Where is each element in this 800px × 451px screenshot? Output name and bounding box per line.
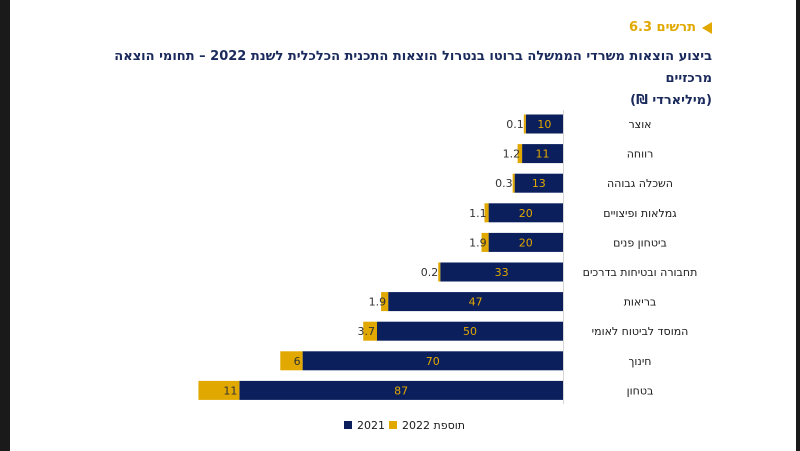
legend-label-2021: 2021: [357, 419, 385, 432]
value-label-2022-addition: 0.2: [421, 266, 439, 279]
category-label: חינוך: [629, 355, 652, 368]
chart-title-line1: ביצוע הוצאות משרדי הממשלה ברוטו בנטרול ה…: [114, 49, 712, 86]
value-label-2021: 10: [537, 118, 551, 131]
bar-2021: [239, 380, 564, 400]
value-label-2021: 20: [519, 236, 533, 249]
bar-2021: [302, 351, 563, 371]
bar-2021: [488, 203, 563, 223]
bar-2021: [522, 144, 563, 164]
bar-2022-addition: [280, 351, 303, 371]
chart-title-line2: (מיליארדי ₪): [630, 93, 712, 108]
category-label: גמלאות ופיצויים: [603, 207, 677, 220]
category-label: בריאות: [624, 296, 657, 309]
bar-2021: [525, 114, 563, 134]
value-label-2021: 13: [532, 177, 546, 190]
value-label-2021: 33: [495, 266, 509, 279]
value-label-2021: 50: [463, 325, 477, 338]
chart-title: ביצוע הוצאות משרדי הממשלה ברוטו בנטרול ה…: [92, 46, 712, 112]
value-label-2021: 87: [394, 384, 408, 397]
category-label: המוסד לביטוח לאומי: [592, 325, 689, 338]
category-label: בטחון: [627, 384, 654, 397]
value-label-2021: 70: [426, 355, 440, 368]
value-label-2021: 20: [519, 207, 533, 220]
triangle-marker-icon: [702, 21, 712, 34]
legend-swatch-2022-addition: [389, 421, 397, 429]
bar-2021: [388, 292, 563, 312]
category-label: ביטחון פנים: [613, 236, 667, 249]
value-label-2022-addition: 3.7: [358, 325, 376, 338]
value-label-2022-addition: 1.2: [503, 148, 521, 161]
bar-2021: [377, 321, 563, 341]
legend-swatch-2021: [344, 421, 352, 429]
window-edge-right: [796, 0, 800, 451]
value-label-2022-addition: 11: [223, 384, 237, 397]
figure-label: תרשים 6.3: [629, 20, 712, 35]
bar-2021: [440, 262, 563, 282]
category-label: תחבורה ובטיחות בדרכים: [583, 266, 698, 279]
value-label-2022-addition: 1.9: [369, 296, 387, 309]
value-label-2021: 47: [469, 296, 483, 309]
bar-2022-addition: [438, 262, 441, 282]
value-label-2022-addition: 6: [294, 355, 301, 368]
category-label: אוצר: [628, 118, 651, 131]
bar-2022-addition: [198, 380, 240, 400]
bar-2022-addition: [523, 114, 526, 134]
bar-2022-addition: [517, 144, 523, 164]
figure-number: תרשים 6.3: [628, 20, 696, 35]
bar-2022-addition: [484, 203, 489, 223]
category-label: רווחה: [627, 148, 654, 161]
bar-2022-addition: [381, 292, 389, 312]
legend-label-2022-addition: תוספת 2022: [402, 419, 465, 432]
value-label-2022-addition: 1.9: [469, 236, 487, 249]
bar-2021: [488, 232, 563, 252]
value-label-2022-addition: 1.1: [469, 207, 487, 220]
value-label-2022-addition: 0.3: [495, 177, 513, 190]
value-label-2021: 11: [536, 148, 550, 161]
bar-2021: [514, 173, 563, 193]
window-edge-left: [0, 0, 10, 451]
bar-2022-addition: [481, 232, 489, 252]
value-label-2022-addition: 0.1: [506, 118, 524, 131]
bar-2022-addition: [363, 321, 377, 341]
category-label: השכלה גבוהה: [607, 177, 673, 190]
bar-2022-addition: [512, 173, 515, 193]
